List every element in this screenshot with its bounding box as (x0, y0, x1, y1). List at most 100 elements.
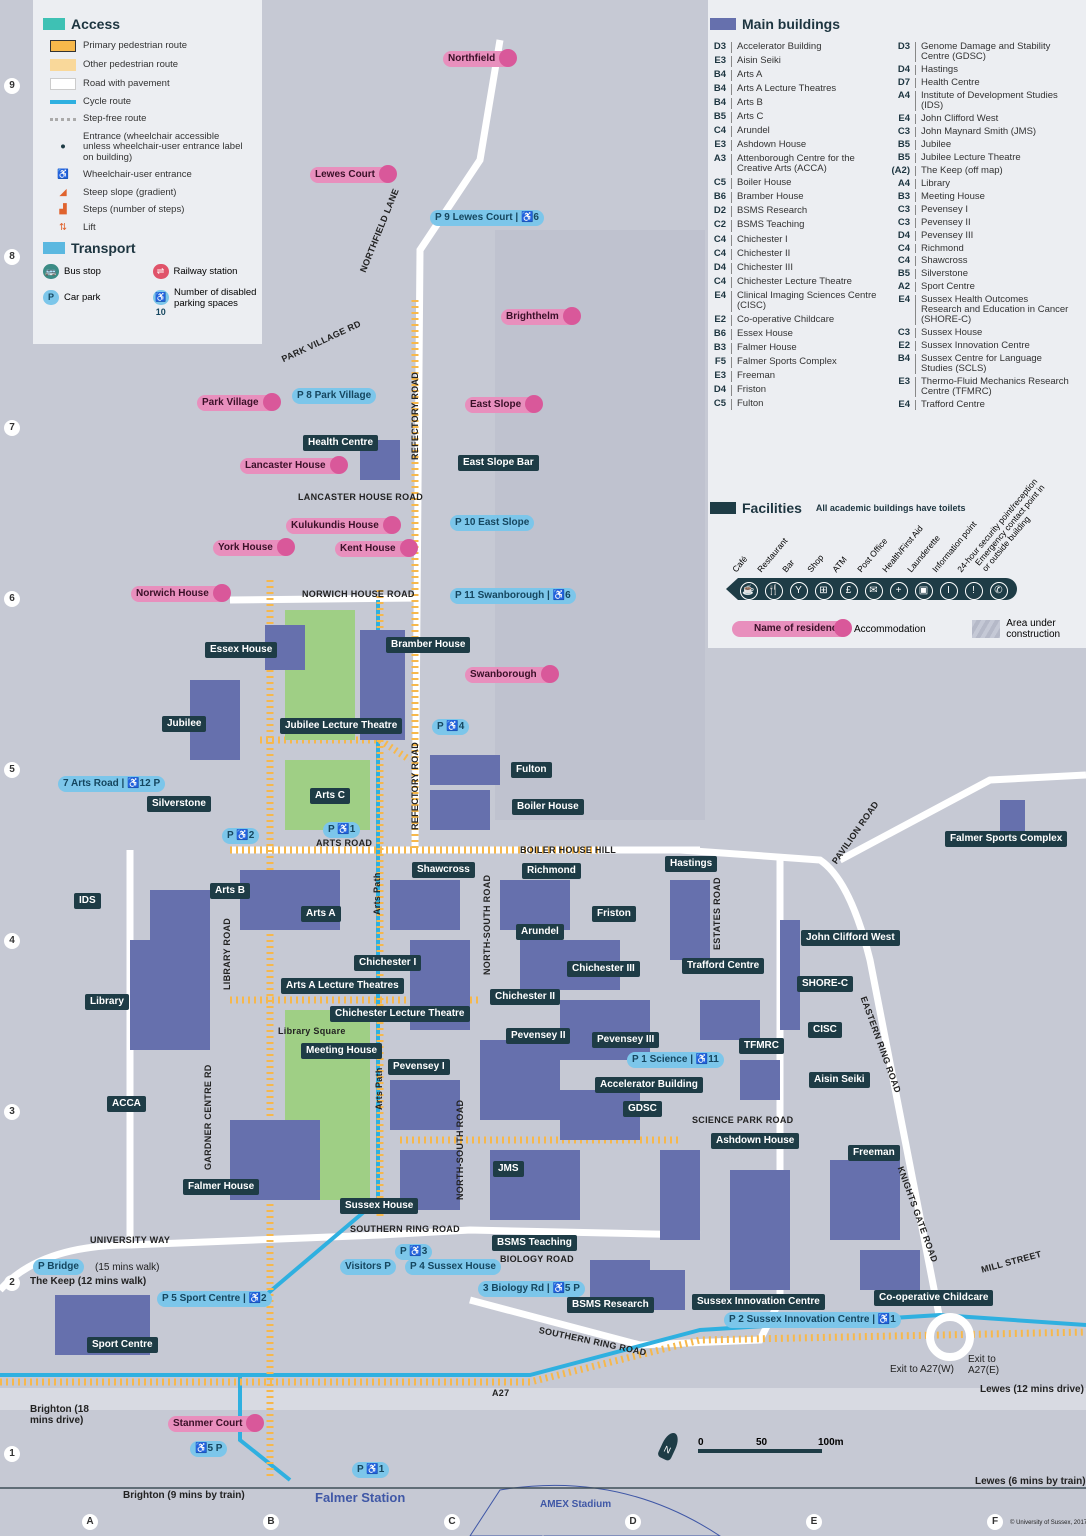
building-label[interactable]: Chichester II (490, 989, 561, 1005)
building-label[interactable]: BSMS Research (567, 1297, 654, 1313)
building-list-name[interactable]: Shawcross (921, 255, 968, 267)
building-list-name[interactable]: Pevensey I (921, 203, 968, 215)
building-label[interactable]: Arts A Lecture Theatres (281, 978, 404, 994)
building-label[interactable]: Jubilee (162, 716, 207, 732)
parking-label[interactable]: ♿5 P (190, 1441, 228, 1457)
building-list-name[interactable]: Arts C (737, 111, 764, 123)
building-label[interactable]: TFMRC (739, 1038, 784, 1054)
building-list-name[interactable]: Attenborough Centre for the Creative Art… (737, 153, 855, 175)
building-label[interactable]: BSMS Teaching (492, 1235, 577, 1251)
residence-label[interactable]: Northfield (443, 49, 518, 67)
building-list-name[interactable]: Falmer Sports Complex (737, 355, 837, 367)
parking-label[interactable]: P ♿3 (395, 1244, 433, 1260)
parking-label[interactable]: P 9 Lewes Court | ♿6 (430, 210, 544, 226)
building-label[interactable]: Trafford Centre (682, 958, 765, 974)
residence-label[interactable]: East Slope (465, 395, 544, 413)
building-list-name[interactable]: The Keep (off map) (921, 164, 1003, 176)
building-list-name[interactable]: Hastings (921, 63, 958, 75)
building-list-name[interactable]: BSMS Teaching (737, 219, 805, 231)
building-list-name[interactable]: Arts A (737, 69, 763, 81)
building-label[interactable]: Boiler House (512, 799, 584, 815)
building-label[interactable]: Health Centre (303, 435, 379, 451)
building-list-name[interactable]: Sport Centre (921, 281, 975, 293)
building-list-name[interactable]: Library (921, 177, 951, 189)
building-label[interactable]: Essex House (205, 642, 278, 658)
building-list-name[interactable]: Trafford Centre (921, 399, 985, 411)
building-list-name[interactable]: Sussex Centre for Language Studies (SCLS… (921, 353, 1042, 375)
building-list-name[interactable]: Sussex Innovation Centre (921, 340, 1030, 352)
parking-label[interactable]: P ♿1 (352, 1462, 390, 1478)
building-list-name[interactable]: Bramber House (737, 191, 804, 203)
building-list-name[interactable]: Richmond (921, 242, 964, 254)
residence-label[interactable]: Swanborough (465, 665, 559, 683)
building-list-name[interactable]: Co-operative Childcare (737, 313, 835, 325)
building-list-name[interactable]: Health Centre (921, 76, 980, 88)
building-label[interactable]: Sport Centre (87, 1337, 158, 1353)
building-list-name[interactable]: Ashdown House (737, 139, 807, 151)
building-label[interactable]: Pevensey II (506, 1028, 571, 1044)
building-label[interactable]: Bramber House (386, 637, 471, 653)
building-list-name[interactable]: Chichester II (737, 247, 791, 259)
parking-label[interactable]: P 10 East Slope (450, 515, 535, 531)
building-list-name[interactable]: Arts B (737, 97, 763, 109)
building-label[interactable]: ACCA (107, 1096, 146, 1112)
building-label[interactable]: Arts A (301, 906, 341, 922)
residence-label[interactable]: Stanmer Court (168, 1414, 265, 1432)
residence-label[interactable]: Kent House (335, 539, 418, 557)
building-list-name[interactable]: Silverstone (921, 268, 968, 280)
building-list-name[interactable]: Jubilee Lecture Theatre (921, 151, 1021, 163)
building-label[interactable]: Library (85, 994, 129, 1010)
building-list-name[interactable]: Boiler House (737, 177, 792, 189)
parking-label[interactable]: P ♿4 (432, 719, 470, 735)
residence-label[interactable]: York House (213, 538, 295, 556)
building-list-name[interactable]: John Maynard Smith (JMS) (921, 125, 1037, 137)
parking-label[interactable]: P 5 Sport Centre | ♿2 (157, 1291, 272, 1307)
building-label[interactable]: Fulton (511, 762, 552, 778)
building-label[interactable]: Shawcross (412, 862, 475, 878)
building-list-name[interactable]: Meeting House (921, 190, 985, 202)
building-label[interactable]: Co-operative Childcare (874, 1290, 994, 1306)
parking-label[interactable]: P 2 Sussex Innovation Centre | ♿1 (724, 1312, 901, 1328)
residence-label[interactable]: Park Village (197, 393, 281, 411)
building-label[interactable]: Friston (592, 906, 636, 922)
building-label[interactable]: Hastings (665, 856, 718, 872)
parking-label[interactable]: 3 Biology Rd | ♿5 P (478, 1281, 585, 1297)
building-label[interactable]: Freeman (848, 1145, 900, 1161)
building-list-name[interactable]: Sussex House (921, 327, 983, 339)
building-list-name[interactable]: BSMS Research (737, 205, 808, 217)
parking-label[interactable]: P ♿1 (323, 822, 361, 838)
building-list-name[interactable]: John Clifford West (921, 112, 999, 124)
building-label[interactable]: Sussex House (340, 1198, 419, 1214)
building-list-name[interactable]: Pevensey III (921, 229, 974, 241)
building-list-name[interactable]: Friston (737, 383, 767, 395)
residence-label[interactable]: Lewes Court (310, 165, 398, 183)
building-label[interactable]: SHORE-C (797, 976, 854, 992)
building-label[interactable]: Meeting House (301, 1043, 383, 1059)
building-label[interactable]: Chichester III (567, 961, 640, 977)
building-list-name[interactable]: Jubilee (921, 138, 952, 150)
building-label[interactable]: John Clifford West (801, 930, 900, 946)
building-list-name[interactable]: Aisin Seiki (737, 55, 781, 67)
parking-label[interactable]: P ♿2 (222, 828, 260, 844)
residence-label[interactable]: Kulukundis House (286, 516, 401, 534)
building-list-name[interactable]: Arundel (737, 125, 770, 137)
parking-label[interactable]: P 4 Sussex House (405, 1259, 501, 1275)
building-list-name[interactable]: Pevensey II (921, 216, 971, 228)
building-label[interactable]: GDSC (623, 1101, 662, 1117)
building-list-name[interactable]: Arts A Lecture Theatres (737, 83, 837, 95)
residence-label[interactable]: Norwich House (131, 584, 231, 602)
building-label[interactable]: Pevensey I (388, 1059, 450, 1075)
building-label[interactable]: Aisin Seiki (809, 1072, 870, 1088)
parking-label[interactable]: P Bridge (33, 1259, 84, 1275)
building-label[interactable]: Jubilee Lecture Theatre (280, 718, 403, 734)
building-list-name[interactable]: Thermo-Fluid Mechanics Research Centre (… (921, 376, 1069, 398)
building-label[interactable]: East Slope Bar (458, 455, 539, 471)
building-label[interactable]: Arts C (310, 788, 351, 804)
building-label[interactable]: Arundel (516, 924, 564, 940)
building-list-name[interactable]: Sussex Health Outcomes Research and Educ… (921, 294, 1069, 326)
building-label[interactable]: Falmer House (183, 1179, 260, 1195)
building-label[interactable]: Chichester I (354, 955, 422, 971)
building-list-name[interactable]: Institute of Development Studies (IDS) (921, 89, 1058, 111)
building-label[interactable]: Accelerator Building (595, 1077, 703, 1093)
building-label[interactable]: Richmond (522, 863, 581, 879)
